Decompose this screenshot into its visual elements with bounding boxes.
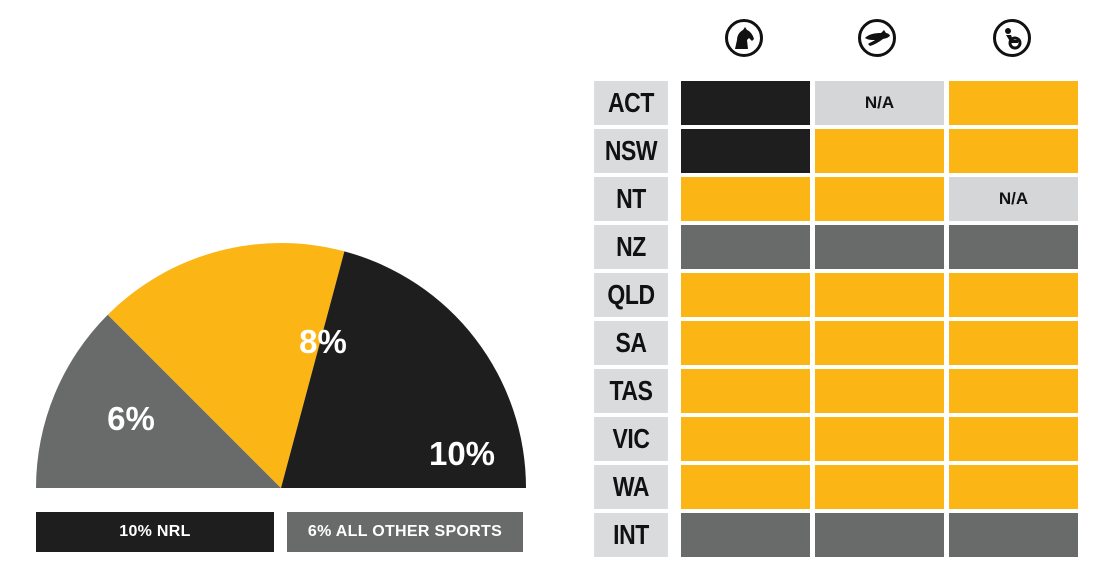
table-cell-wa-2	[815, 465, 944, 509]
table-cell-nz-3	[949, 225, 1078, 269]
state-label-tas: TAS	[594, 369, 668, 413]
table-cell-nt-1	[681, 177, 810, 221]
state-label-qld: QLD	[594, 273, 668, 317]
table-cell-int-3	[949, 513, 1078, 557]
table-cell-vic-1	[681, 417, 810, 461]
table-cell-sa-2	[815, 321, 944, 365]
table-cell-tas-3	[949, 369, 1078, 413]
slice-6-percent	[36, 314, 281, 488]
harness-racing-icon	[993, 19, 1031, 57]
table-cell-nt-3: N/A	[949, 177, 1078, 221]
table-cell-qld-2	[815, 273, 944, 317]
table-cell-tas-1	[681, 369, 810, 413]
state-label-nt: NT	[594, 177, 668, 221]
horse-racing-icon	[725, 19, 763, 57]
slice-8-percent	[107, 243, 345, 488]
slice-10-percent	[281, 251, 526, 488]
table-cell-vic-2	[815, 417, 944, 461]
table-cell-act-3	[949, 81, 1078, 125]
slice-label-8-percent: 8%	[299, 323, 347, 360]
table-cell-nz-2	[815, 225, 944, 269]
table-cell-qld-1	[681, 273, 810, 317]
table-cell-nsw-3	[949, 129, 1078, 173]
table-cell-vic-3	[949, 417, 1078, 461]
semicircle-chart: 6% 8% 10%	[36, 243, 526, 488]
state-label-wa: WA	[594, 465, 668, 509]
greyhound-racing-icon	[858, 19, 896, 57]
state-label-vic: VIC	[594, 417, 668, 461]
table-cell-nsw-2	[815, 129, 944, 173]
table-cell-act-1	[681, 81, 810, 125]
table-cell-int-1	[681, 513, 810, 557]
table-cell-tas-2	[815, 369, 944, 413]
state-label-nz: NZ	[594, 225, 668, 269]
table-cell-nz-1	[681, 225, 810, 269]
state-label-sa: SA	[594, 321, 668, 365]
legend-nrl: 10% NRL	[36, 512, 274, 552]
state-label-int: INT	[594, 513, 668, 557]
table-cell-sa-3	[949, 321, 1078, 365]
table-cell-qld-3	[949, 273, 1078, 317]
table-cell-wa-1	[681, 465, 810, 509]
table-cell-nt-2	[815, 177, 944, 221]
table-cell-int-2	[815, 513, 944, 557]
state-label-act: ACT	[594, 81, 668, 125]
table-cell-wa-3	[949, 465, 1078, 509]
state-label-nsw: NSW	[594, 129, 668, 173]
table-cell-act-2: N/A	[815, 81, 944, 125]
slice-label-10-percent: 10%	[429, 435, 495, 472]
table-cell-sa-1	[681, 321, 810, 365]
slice-label-6-percent: 6%	[107, 400, 155, 437]
legend-all-other-sports: 6% ALL OTHER SPORTS	[287, 512, 523, 552]
table-cell-nsw-1	[681, 129, 810, 173]
